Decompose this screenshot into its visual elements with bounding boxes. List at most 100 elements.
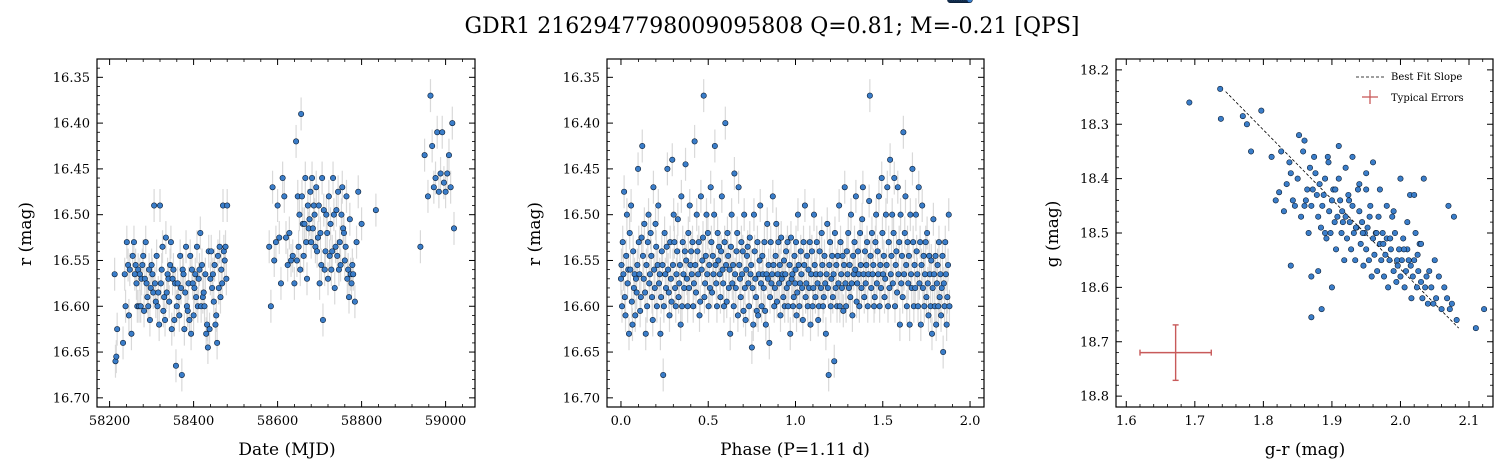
data-point (798, 271, 805, 278)
data-point (195, 275, 202, 282)
data-point (304, 202, 311, 209)
data-point (1433, 295, 1440, 302)
data-point (192, 271, 199, 278)
data-point (314, 248, 321, 255)
data-point (932, 252, 939, 259)
data-point (300, 252, 307, 259)
data-point (699, 234, 706, 241)
data-point (215, 284, 222, 291)
y-tick-label: 16.50 (563, 208, 600, 223)
data-point (754, 239, 761, 246)
data-point (1365, 257, 1372, 264)
data-point (204, 321, 211, 328)
data-point (746, 303, 753, 310)
data-point (344, 275, 351, 282)
data-point (911, 262, 918, 269)
data-point (909, 165, 916, 172)
data-point (876, 303, 883, 310)
data-point (140, 252, 147, 259)
data-point (766, 339, 773, 346)
data-point (769, 193, 776, 200)
data-point (835, 280, 842, 287)
data-point (679, 239, 686, 246)
data-point (858, 284, 865, 291)
data-point (1370, 235, 1377, 242)
data-point (209, 271, 216, 278)
data-point (1453, 316, 1460, 323)
data-point (827, 239, 834, 246)
data-point (178, 371, 185, 378)
data-point (662, 284, 669, 291)
data-point (795, 262, 802, 269)
data-point (636, 271, 643, 278)
data-point (291, 280, 298, 287)
data-point (739, 271, 746, 278)
data-point (843, 303, 850, 310)
data-point (1386, 257, 1393, 264)
data-point (207, 275, 214, 282)
data-point (786, 262, 793, 269)
data-point (126, 266, 133, 273)
data-point (838, 284, 845, 291)
data-point (201, 303, 208, 310)
data-point (660, 303, 667, 310)
data-point (1414, 251, 1421, 258)
data-point (839, 252, 846, 259)
x-tick-label: 2.1 (1459, 414, 1480, 429)
data-point (704, 271, 711, 278)
data-point (873, 280, 880, 287)
data-point (938, 312, 945, 319)
data-point (318, 262, 325, 269)
data-point (146, 266, 153, 273)
data-point (810, 284, 817, 291)
data-point (1326, 208, 1333, 215)
data-point (940, 280, 947, 287)
data-point (1338, 230, 1345, 237)
data-point (142, 239, 149, 246)
y-tick-label: 16.40 (563, 117, 600, 132)
data-point (158, 266, 165, 273)
data-point (889, 211, 896, 218)
data-point (637, 294, 644, 301)
y-tick-label: 16.45 (53, 162, 90, 177)
data-point (642, 289, 649, 296)
data-point (1327, 230, 1334, 237)
data-point (626, 230, 633, 237)
data-point (895, 271, 902, 278)
data-point (156, 321, 163, 328)
data-point (1450, 213, 1457, 220)
chart-legend: Best Fit Slope Typical Errors (1356, 72, 1464, 104)
data-point (435, 188, 442, 195)
data-point (1411, 257, 1418, 264)
data-point (825, 371, 832, 378)
data-point (1280, 208, 1287, 215)
data-point (1186, 99, 1193, 106)
data-point (898, 252, 905, 259)
data-point (1324, 153, 1331, 160)
data-point (848, 280, 855, 287)
data-point (173, 303, 180, 310)
data-point (862, 280, 869, 287)
data-point (722, 120, 729, 127)
data-point (213, 312, 220, 319)
data-point (748, 344, 755, 351)
data-point (859, 216, 866, 223)
data-point (177, 252, 184, 259)
data-point (721, 239, 728, 246)
cmd-ticks: 1.6 1.7 1.8 1.9 2.0 2.1 18.2 18.3 18.4 18.5 18.6 18… (1080, 58, 1493, 429)
data-point (160, 307, 167, 314)
data-point (338, 211, 345, 218)
data-point (715, 257, 722, 264)
y-tick-label: 16.65 (53, 346, 90, 361)
data-point (934, 262, 941, 269)
cmd-plot-area (1139, 85, 1488, 382)
data-point (137, 303, 144, 310)
data-point (942, 271, 949, 278)
data-point (648, 252, 655, 259)
data-point (656, 280, 663, 287)
data-point (923, 294, 930, 301)
data-point (1409, 273, 1416, 280)
data-point (630, 284, 637, 291)
data-point (148, 262, 155, 269)
data-point (733, 248, 740, 255)
